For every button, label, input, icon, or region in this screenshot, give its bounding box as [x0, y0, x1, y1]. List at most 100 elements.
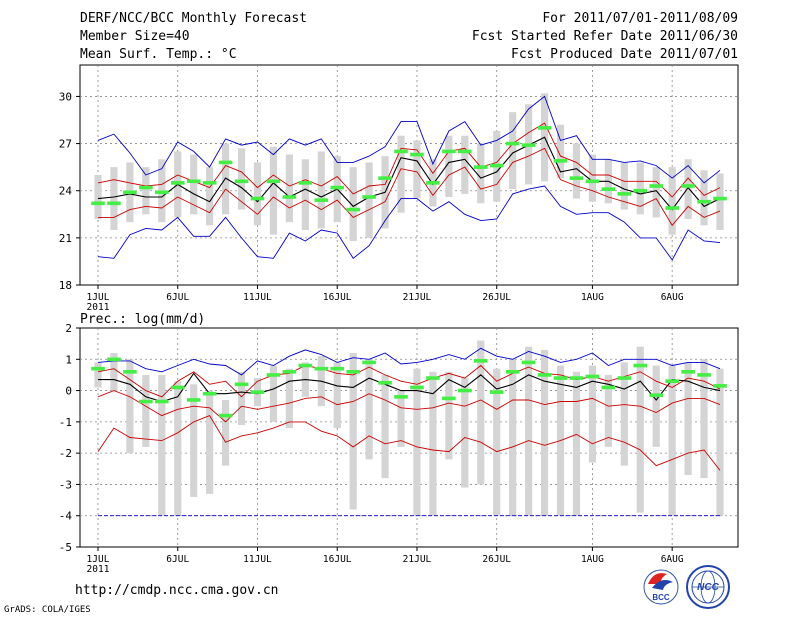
range-bar	[269, 365, 278, 422]
series-line-mean	[97, 136, 721, 211]
y-tick-label: 21	[59, 232, 72, 245]
green-marker	[633, 188, 648, 193]
series-line-min	[97, 185, 721, 261]
green-marker	[218, 413, 233, 418]
green-marker	[218, 160, 233, 165]
range-bar	[285, 368, 293, 429]
x-tick-label: 1JUL	[87, 554, 110, 565]
series-line-lower	[98, 147, 721, 227]
green-marker	[633, 363, 648, 368]
range-bar	[206, 390, 214, 494]
range-bar	[477, 340, 485, 485]
green-marker	[553, 159, 568, 163]
green-marker	[521, 143, 536, 147]
green-marker	[139, 399, 153, 404]
x-tick-label: 26JUL	[482, 292, 511, 303]
range-bar	[94, 175, 102, 219]
range-bar	[142, 167, 150, 215]
green-marker	[394, 395, 408, 399]
y-tick-label: -1	[59, 416, 72, 429]
range-bar	[700, 359, 708, 479]
series-line-mean	[98, 372, 721, 403]
green-marker	[458, 388, 472, 393]
green-marker	[601, 385, 616, 390]
bcc-logo-text: BCC	[652, 593, 670, 602]
footer-url[interactable]: http://cmdp.ncc.cma.gov.cn	[75, 583, 279, 598]
range-bar	[636, 162, 644, 215]
y-tick-label: -5	[59, 541, 72, 554]
range-bar	[620, 162, 628, 210]
range-bar	[477, 143, 485, 204]
green-marker	[394, 149, 408, 154]
green-marker	[649, 393, 663, 398]
range-bar	[190, 154, 198, 215]
x-tick-label: 6JUL	[166, 554, 189, 565]
x-tick-label: 16JUL	[323, 554, 352, 565]
green-marker	[234, 179, 249, 184]
range-bar	[604, 374, 612, 447]
range-bar	[540, 349, 549, 516]
y-tick-label: 24	[59, 185, 73, 198]
range-bar	[349, 167, 357, 241]
range-bar	[461, 378, 469, 488]
range-bar	[588, 365, 596, 463]
header-period: For 2011/07/01-2011/08/09	[542, 11, 738, 26]
range-bar	[684, 362, 692, 476]
green-marker	[170, 181, 185, 185]
range-bar	[94, 362, 102, 388]
y-tick-label: 18	[59, 279, 72, 292]
green-marker	[442, 149, 456, 154]
x-tick-label: 21JUL	[403, 292, 432, 303]
header-produced-date: Fcst Produced Date 2011/07/01	[511, 47, 738, 62]
green-marker	[362, 360, 376, 365]
y-tick-label: 30	[59, 90, 72, 103]
green-marker	[426, 376, 440, 380]
green-marker	[665, 379, 679, 383]
x-tick-label: 11JUL	[243, 554, 272, 565]
range-bar	[636, 346, 644, 513]
green-marker	[250, 196, 265, 201]
x-tick-label: 1AUG	[581, 292, 604, 303]
green-marker	[426, 181, 440, 185]
range-bar	[413, 140, 421, 199]
range-bar	[445, 371, 453, 460]
range-bar	[493, 368, 501, 516]
range-bar	[620, 362, 628, 466]
range-bar	[317, 151, 325, 229]
header-variable: Mean Surf. Temp.: °C	[80, 47, 237, 62]
y-tick-label: -3	[59, 478, 72, 491]
green-marker	[505, 141, 520, 146]
range-bar	[652, 167, 660, 218]
green-marker	[458, 149, 472, 154]
green-marker	[91, 201, 105, 206]
series-line-min	[97, 415, 721, 471]
green-marker	[473, 165, 488, 169]
series-line-upper	[97, 364, 721, 398]
plot-frame	[79, 64, 739, 286]
range-bar	[668, 167, 676, 235]
green-marker	[155, 399, 169, 404]
x-tick-label: 1AUG	[581, 554, 604, 565]
green-marker	[378, 176, 392, 180]
green-marker	[489, 390, 504, 394]
range-bar	[237, 148, 246, 210]
range-bar	[429, 371, 437, 516]
range-bar	[445, 135, 453, 197]
green-marker	[362, 195, 376, 199]
range-bar	[285, 154, 293, 223]
green-marker	[617, 192, 632, 196]
green-marker	[346, 207, 360, 212]
x-tick-label: 11JUL	[243, 292, 272, 303]
green-marker	[505, 370, 520, 374]
x-tick-label: 16JUL	[323, 292, 352, 303]
plot-frame	[79, 327, 739, 548]
range-bar	[237, 371, 246, 425]
green-marker	[202, 391, 217, 396]
footer-grads: GrADS: COLA/IGES	[4, 605, 91, 615]
range-bar	[333, 362, 341, 429]
x-tick-label: 21JUL	[403, 554, 432, 565]
ncc-logo: NCC	[686, 565, 730, 609]
y-tick-label: -4	[59, 510, 73, 523]
header-member-size: Member Size=40	[80, 29, 190, 44]
